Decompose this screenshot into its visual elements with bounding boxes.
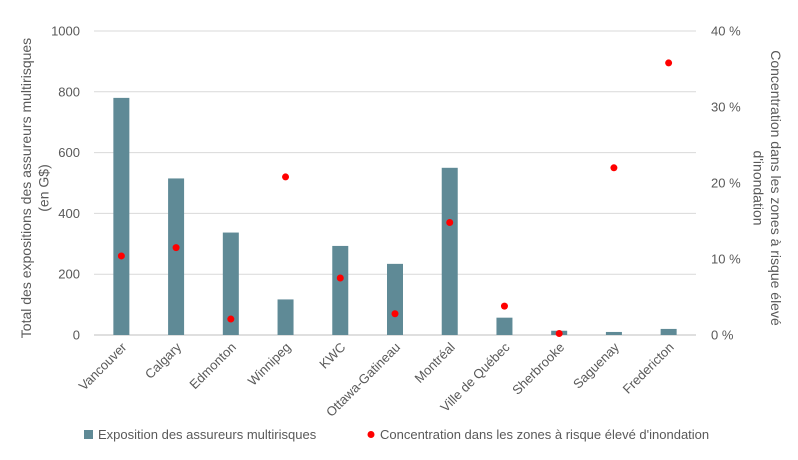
scatter-point [665,59,673,67]
bar [222,232,239,335]
left-tick-label: 200 [58,267,80,282]
category-label: Montréal [411,339,457,385]
left-tick-label: 400 [58,206,80,221]
legend-dot-label: Concentration dans les zones à risque él… [380,427,709,442]
category-label: Winnipeg [245,340,294,389]
category-label: Calgary [142,339,185,382]
category-labels: Vancouver Calgary Edmonton Winnipeg KWCOttaw… [76,339,677,420]
left-tick-label: 1000 [51,24,80,39]
bar [277,299,294,335]
left-axis-ticks: 0 200 400 600 800 1000 [51,24,80,343]
right-axis-ticks: 0 % 10 % 20 % 30 % 40 % [711,24,741,343]
scatter-point [446,219,454,227]
left-tick-label: 800 [58,84,80,99]
right-tick-label: 20 % [711,176,741,191]
bar [496,317,513,335]
right-tick-label: 40 % [711,24,741,39]
gridlines [94,30,696,336]
legend-bar-label: Exposition des assureurs multirisques [98,427,317,442]
scatter-point [336,274,344,282]
category-label: Saguenay [570,339,622,391]
category-label: Vancouver [76,339,130,393]
right-tick-label: 0 % [711,328,734,343]
left-axis-title: Total des expositions des assureurs mult… [18,38,52,338]
left-tick-label: 600 [58,145,80,160]
scatter-point [117,252,125,260]
right-axis-title: Concentration dans les zones à risque él… [750,50,784,326]
bar [660,328,677,335]
scatter-series [117,59,673,337]
scatter-point [282,173,290,181]
bar [387,263,403,335]
scatter-point [391,310,399,318]
scatter-point [610,164,618,172]
category-label: KWC [316,340,348,372]
left-tick-label: 0 [73,328,80,343]
right-tick-label: 30 % [711,100,741,115]
category-label: Sherbrooke [509,340,567,398]
scatter-point [555,329,563,337]
scatter-point [227,315,235,323]
bar [113,97,130,335]
legend-dot-swatch [367,431,375,438]
legend-bar-swatch [84,430,93,439]
scatter-point [500,302,508,310]
bar [332,245,349,335]
scatter-point [172,244,180,252]
bar [168,178,185,335]
category-label: Fredericton [620,340,677,397]
bar [605,331,622,335]
category-label: Edmonton [186,340,239,393]
bar [441,167,458,335]
legend: Exposition des assureurs multirisques Co… [84,427,709,442]
right-tick-label: 10 % [711,252,741,267]
bar-series [113,97,677,335]
